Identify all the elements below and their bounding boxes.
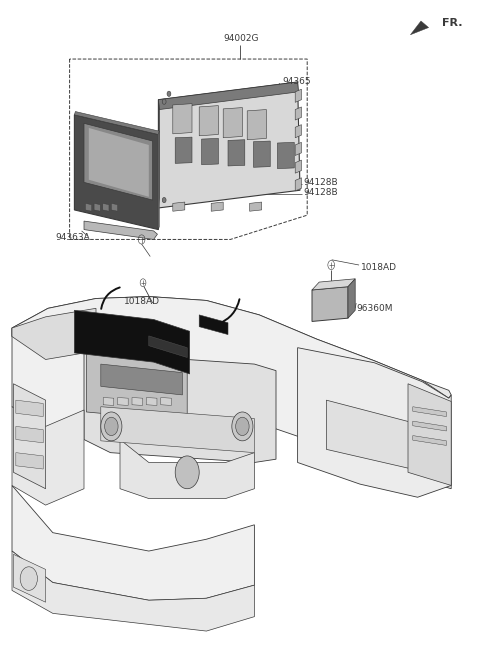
Polygon shape bbox=[295, 142, 301, 155]
Text: FR.: FR. bbox=[442, 18, 462, 28]
Polygon shape bbox=[253, 141, 270, 167]
Polygon shape bbox=[312, 287, 348, 321]
Polygon shape bbox=[146, 398, 157, 405]
Polygon shape bbox=[16, 400, 43, 417]
Polygon shape bbox=[84, 351, 276, 462]
Polygon shape bbox=[86, 353, 187, 421]
Polygon shape bbox=[12, 551, 254, 631]
Polygon shape bbox=[348, 279, 355, 318]
Polygon shape bbox=[228, 140, 245, 166]
Polygon shape bbox=[13, 554, 46, 602]
Circle shape bbox=[162, 197, 166, 203]
Text: 96360M: 96360M bbox=[357, 304, 393, 313]
Text: 1018AD: 1018AD bbox=[360, 263, 396, 272]
Polygon shape bbox=[326, 400, 432, 474]
Polygon shape bbox=[118, 398, 128, 405]
Polygon shape bbox=[101, 364, 182, 395]
Polygon shape bbox=[158, 100, 159, 208]
Polygon shape bbox=[120, 440, 254, 499]
Polygon shape bbox=[13, 384, 46, 489]
Circle shape bbox=[167, 91, 171, 96]
Polygon shape bbox=[173, 104, 192, 134]
Polygon shape bbox=[85, 203, 92, 211]
Polygon shape bbox=[161, 398, 171, 405]
Polygon shape bbox=[111, 203, 118, 211]
Polygon shape bbox=[250, 202, 262, 211]
Polygon shape bbox=[410, 21, 429, 35]
Polygon shape bbox=[295, 160, 301, 173]
Text: 94128B: 94128B bbox=[304, 178, 338, 187]
Polygon shape bbox=[199, 106, 218, 136]
Polygon shape bbox=[295, 178, 301, 191]
Text: 94002G: 94002G bbox=[224, 33, 259, 43]
Circle shape bbox=[20, 567, 37, 590]
Polygon shape bbox=[413, 421, 446, 431]
Polygon shape bbox=[247, 110, 266, 140]
Polygon shape bbox=[103, 398, 114, 405]
Polygon shape bbox=[158, 82, 299, 110]
Polygon shape bbox=[295, 125, 301, 138]
Polygon shape bbox=[312, 279, 355, 290]
Polygon shape bbox=[103, 203, 109, 211]
Polygon shape bbox=[84, 221, 157, 239]
Polygon shape bbox=[74, 115, 158, 230]
Polygon shape bbox=[295, 107, 301, 120]
Circle shape bbox=[162, 99, 166, 104]
Polygon shape bbox=[74, 112, 159, 134]
Polygon shape bbox=[413, 407, 446, 417]
Polygon shape bbox=[101, 407, 254, 453]
Polygon shape bbox=[12, 297, 451, 398]
Polygon shape bbox=[295, 89, 301, 102]
Polygon shape bbox=[223, 108, 242, 138]
Text: 94365: 94365 bbox=[282, 77, 311, 86]
Polygon shape bbox=[12, 407, 84, 505]
Circle shape bbox=[101, 412, 122, 441]
Polygon shape bbox=[211, 202, 223, 211]
Polygon shape bbox=[84, 123, 153, 200]
Polygon shape bbox=[149, 336, 187, 358]
Polygon shape bbox=[12, 297, 451, 489]
Circle shape bbox=[105, 417, 118, 436]
Polygon shape bbox=[277, 142, 294, 169]
Polygon shape bbox=[16, 453, 43, 469]
Polygon shape bbox=[413, 436, 446, 445]
Polygon shape bbox=[158, 131, 159, 230]
Polygon shape bbox=[175, 137, 192, 163]
Polygon shape bbox=[132, 398, 143, 405]
Polygon shape bbox=[408, 384, 451, 485]
Text: 94363A: 94363A bbox=[55, 233, 90, 242]
Polygon shape bbox=[173, 202, 185, 211]
Polygon shape bbox=[16, 426, 43, 443]
Polygon shape bbox=[12, 308, 96, 359]
Polygon shape bbox=[202, 138, 218, 165]
Circle shape bbox=[236, 417, 249, 436]
Polygon shape bbox=[12, 485, 254, 600]
Polygon shape bbox=[158, 82, 300, 208]
Polygon shape bbox=[89, 128, 149, 197]
Polygon shape bbox=[298, 348, 451, 497]
Circle shape bbox=[175, 456, 199, 489]
Polygon shape bbox=[94, 203, 100, 211]
Circle shape bbox=[232, 412, 253, 441]
Polygon shape bbox=[74, 310, 190, 374]
Polygon shape bbox=[199, 315, 228, 335]
Text: 94128B: 94128B bbox=[304, 188, 338, 197]
Text: 1018AD: 1018AD bbox=[124, 297, 160, 306]
